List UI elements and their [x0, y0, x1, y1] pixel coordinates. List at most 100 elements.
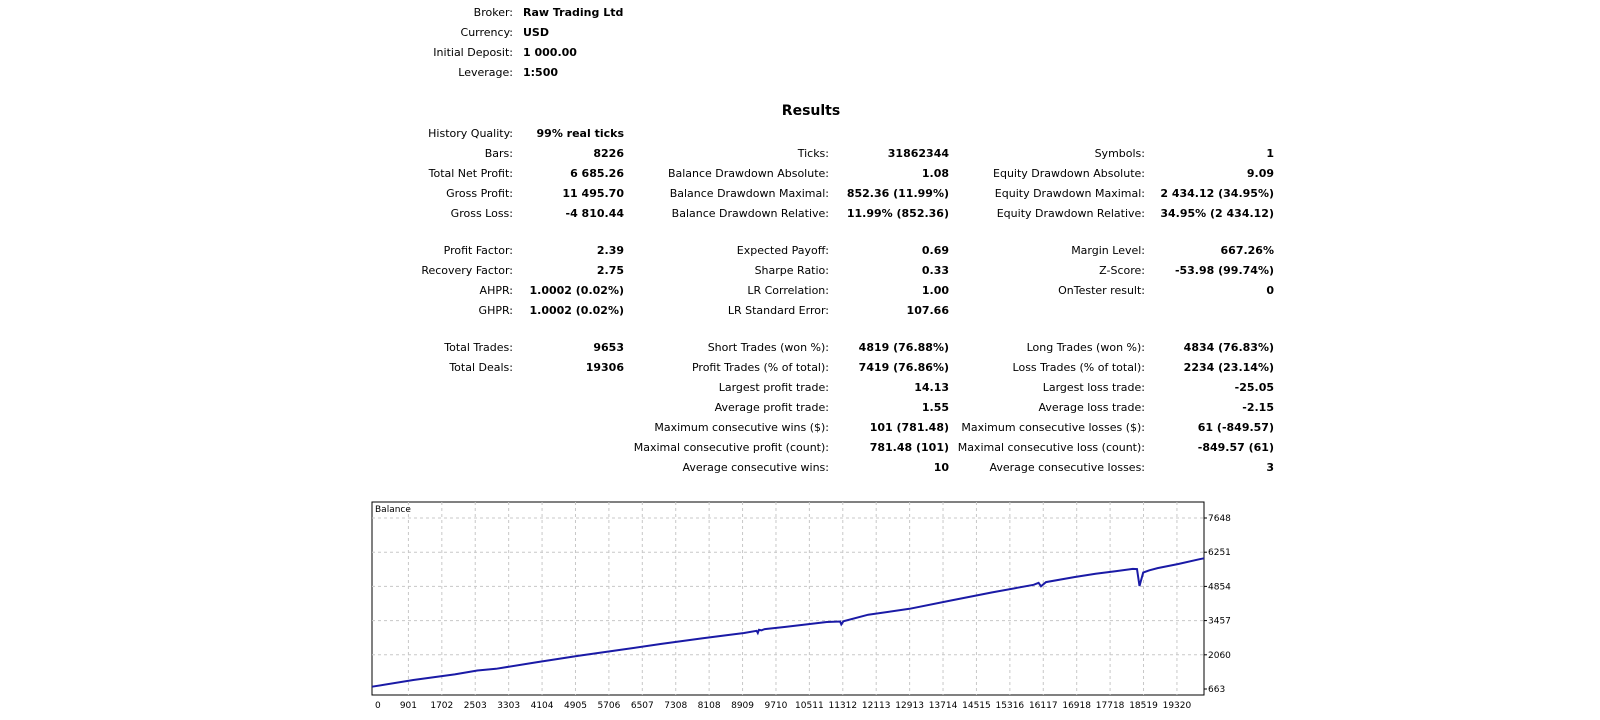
stat-label: Margin Level:: [1071, 244, 1145, 257]
stat-value: -25.05: [1234, 381, 1274, 394]
x-tick-label: 3303: [497, 701, 520, 711]
x-tick-label: 13714: [929, 701, 958, 711]
stat-value: 2234 (23.14%): [1183, 361, 1274, 374]
stat-label: Largest profit trade:: [718, 381, 829, 394]
x-tick-label: 5706: [597, 701, 620, 711]
stat-value: 781.48 (101): [869, 441, 949, 454]
stat-value: 1.08: [921, 167, 949, 180]
stat-value: 10: [933, 461, 949, 474]
x-tick-label: 16117: [1029, 701, 1058, 711]
x-tick-label: 12913: [895, 701, 924, 711]
x-tick-label: 2503: [464, 701, 487, 711]
stat-label: LR Correlation:: [747, 284, 829, 297]
stat-value: 1.0002 (0.02%): [529, 304, 625, 317]
stat-value: 11.99% (852.36): [846, 207, 949, 220]
stat-label: Expected Payoff:: [736, 244, 829, 257]
results-title: Results: [781, 103, 841, 119]
balance-line: [371, 557, 1205, 688]
stat-value: 31862344: [887, 147, 949, 160]
stat-value: 6 685.26: [570, 167, 624, 180]
stat-value: -53.98 (99.74%): [1174, 264, 1274, 277]
history-quality-label: History Quality:: [428, 127, 513, 140]
stat-label: Recovery Factor:: [421, 264, 513, 277]
stat-label: Maximum consecutive losses ($):: [961, 421, 1145, 434]
initial-deposit-label: Initial Deposit:: [433, 46, 513, 59]
stat-label: Largest loss trade:: [1042, 381, 1145, 394]
x-tick-label: 12113: [862, 701, 891, 711]
currency-label: Currency:: [460, 26, 513, 39]
stat-label: Gross Profit:: [446, 187, 513, 200]
x-tick-label: 4905: [564, 701, 587, 711]
y-tick-label: 4854: [1208, 582, 1231, 592]
stat-label: Short Trades (won %):: [707, 341, 829, 354]
stat-label: Balance Drawdown Absolute:: [667, 167, 829, 180]
stat-label: AHPR:: [479, 284, 513, 297]
stat-label: Balance Drawdown Maximal:: [669, 187, 829, 200]
stat-label: Total Net Profit:: [428, 167, 513, 180]
stat-label: Long Trades (won %):: [1026, 341, 1145, 354]
x-tick-label: 9710: [765, 701, 788, 711]
stat-label: Gross Loss:: [450, 207, 513, 220]
stat-value: 61 (-849.57): [1197, 421, 1274, 434]
stat-label: Average consecutive losses:: [989, 461, 1145, 474]
stat-value: 9.09: [1246, 167, 1274, 180]
stat-value: 2.39: [596, 244, 624, 257]
stat-value: 14.13: [914, 381, 949, 394]
stat-label: Maximum consecutive wins ($):: [654, 421, 829, 434]
stat-label: Ticks:: [797, 147, 829, 160]
x-tick-label: 10511: [795, 701, 824, 711]
stat-value: 1.55: [921, 401, 949, 414]
broker-label: Broker:: [473, 6, 513, 19]
stat-value: 19306: [585, 361, 624, 374]
stat-label: Average consecutive wins:: [682, 461, 829, 474]
stat-value: 4834 (76.83%): [1183, 341, 1274, 354]
stat-label: Equity Drawdown Absolute:: [993, 167, 1145, 180]
stat-value: 7419 (76.86%): [858, 361, 949, 374]
stat-value: 11 495.70: [562, 187, 624, 200]
x-tick-label: 0: [375, 701, 381, 711]
stat-value: 1: [1266, 147, 1274, 160]
stat-value: 2 434.12 (34.95%): [1160, 187, 1274, 200]
y-tick-label: 663: [1208, 685, 1225, 695]
chart-title: Balance: [375, 505, 411, 515]
stat-label: Maximal consecutive loss (count):: [957, 441, 1145, 454]
history-quality-value: 99% real ticks: [536, 127, 624, 140]
stat-label: Average loss trade:: [1038, 401, 1145, 414]
leverage-value: 1:500: [523, 66, 559, 79]
x-tick-label: 11312: [828, 701, 857, 711]
x-tick-label: 19320: [1163, 701, 1192, 711]
stat-value: 0.69: [921, 244, 949, 257]
stat-label: Balance Drawdown Relative:: [671, 207, 829, 220]
stat-value: 3: [1266, 461, 1274, 474]
stat-label: Sharpe Ratio:: [754, 264, 829, 277]
stat-value: 852.36 (11.99%): [846, 187, 949, 200]
grid: [372, 502, 1204, 695]
stat-value: -4 810.44: [565, 207, 625, 220]
y-tick-label: 6251: [1208, 548, 1231, 558]
stat-value: -849.57 (61): [1197, 441, 1274, 454]
stat-label: Average profit trade:: [714, 401, 829, 414]
y-axis-ticks: 7648 6251 4854 3457 2060 663: [1204, 514, 1231, 695]
stat-label: OnTester result:: [1058, 284, 1145, 297]
stat-value: 2.75: [596, 264, 624, 277]
x-tick-label: 7308: [664, 701, 687, 711]
stat-label: Loss Trades (% of total):: [1012, 361, 1145, 374]
stat-label: Maximal consecutive profit (count):: [633, 441, 829, 454]
x-tick-label: 1702: [430, 701, 453, 711]
stat-value: 34.95% (2 434.12): [1160, 207, 1274, 220]
leverage-label: Leverage:: [458, 66, 513, 79]
x-tick-label: 4104: [531, 701, 554, 711]
stat-label: Profit Trades (% of total):: [691, 361, 829, 374]
stat-value: 1.00: [921, 284, 949, 297]
stat-label: Total Trades:: [444, 341, 513, 354]
stat-label: LR Standard Error:: [727, 304, 829, 317]
x-tick-label: 16918: [1062, 701, 1091, 711]
balance-chart: Balance 0 901 1702 2503 3303 4104 4905 5706 6507…: [371, 501, 1231, 711]
stat-value: -2.15: [1242, 401, 1274, 414]
x-tick-label: 18519: [1129, 701, 1158, 711]
x-tick-label: 14515: [962, 701, 991, 711]
stat-label: Symbols:: [1094, 147, 1145, 160]
stat-value: 667.26%: [1220, 244, 1274, 257]
stat-label: Equity Drawdown Maximal:: [994, 187, 1145, 200]
broker-value: Raw Trading Ltd: [523, 6, 624, 19]
